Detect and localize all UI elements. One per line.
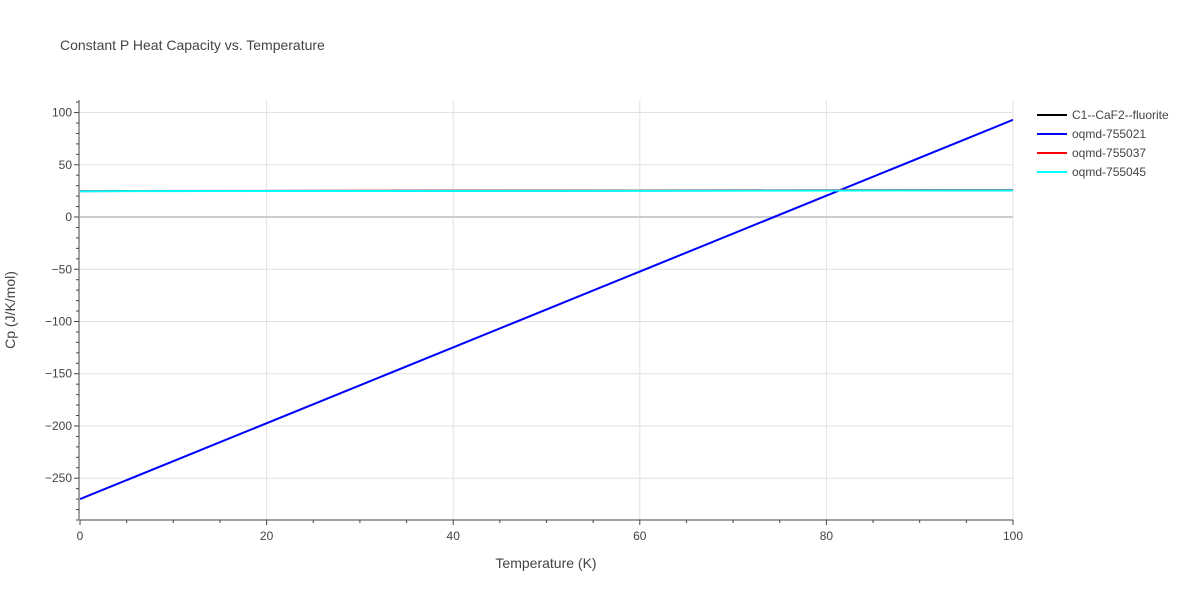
grid [80,100,1014,520]
x-axis-title: Temperature (K) [495,555,596,571]
legend-item[interactable]: C1--CaF2--fluorite [1072,108,1169,122]
y-tick-label: −250 [45,471,72,485]
y-tick-label: −50 [52,262,73,276]
y-tick-label: −150 [45,367,72,381]
y-tick-label: 0 [65,210,72,224]
x-tick-label: 40 [447,529,461,543]
legend-item[interactable]: oqmd-755037 [1072,146,1146,160]
series-line-oqmd-755021 [80,118,1013,501]
series-line-oqmd-755045 [80,189,1013,193]
x-tick-label: 0 [77,529,84,543]
axes [74,100,1014,525]
legend-item[interactable]: oqmd-755021 [1072,127,1146,141]
x-tick-label: 60 [633,529,647,543]
plot-area [80,118,1013,501]
x-tick-label: 100 [1003,529,1023,543]
y-tick-label: 50 [59,158,73,172]
legend-item[interactable]: oqmd-755045 [1072,165,1146,179]
legend[interactable]: C1--CaF2--fluorite oqmd-755021 oqmd-755037… [1037,108,1169,179]
x-tick-label: 80 [820,529,834,543]
x-ticks: 0 20 40 60 80 100 [77,529,1024,543]
chart-title: Constant P Heat Capacity vs. Temperature [60,37,325,53]
x-tick-label: 20 [260,529,274,543]
y-tick-label: −100 [45,314,72,328]
y-tick-label: 100 [52,106,72,120]
y-ticks: 100 50 0 −50 −100 −150 −200 −250 [45,106,72,486]
y-tick-label: −200 [45,419,72,433]
series-group [80,118,1013,501]
y-axis-title: Cp (J/K/mol) [2,271,18,349]
